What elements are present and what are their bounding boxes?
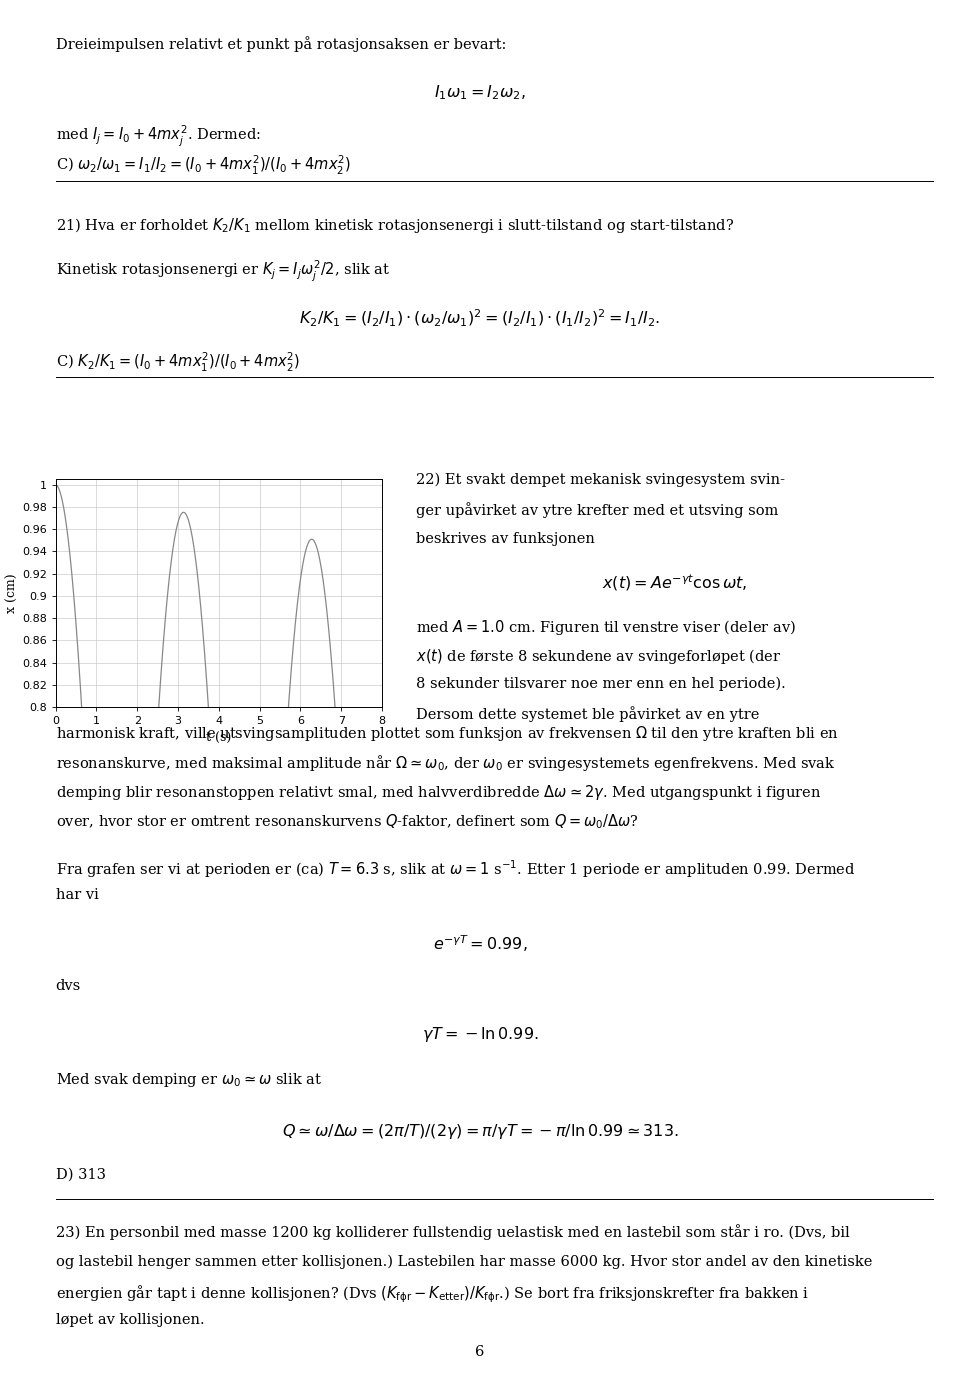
Text: og lastebil henger sammen etter kollisjonen.) Lastebilen har masse 6000 kg. Hvor: og lastebil henger sammen etter kollisjo… — [56, 1254, 872, 1269]
Text: $e^{-\gamma T} = 0.99,$: $e^{-\gamma T} = 0.99,$ — [433, 934, 527, 954]
Text: løpet av kollisjonen.: løpet av kollisjonen. — [56, 1313, 204, 1327]
Text: $K_2/K_1 = (I_2/I_1) \cdot (\omega_2/\omega_1)^2 = (I_2/I_1) \cdot (I_1/I_2)^2 =: $K_2/K_1 = (I_2/I_1) \cdot (\omega_2/\om… — [300, 308, 660, 329]
Text: Dersom dette systemet ble påvirket av en ytre: Dersom dette systemet ble påvirket av en… — [416, 707, 759, 722]
Text: harmonisk kraft, ville utsvingsamplituden plottet som funksjon av frekvensen $\O: harmonisk kraft, ville utsvingsamplitude… — [56, 724, 839, 743]
Text: Fra grafen ser vi at perioden er (ca) $T = 6.3$ s, slik at $\omega = 1$ s$^{-1}$: Fra grafen ser vi at perioden er (ca) $T… — [56, 859, 855, 880]
Text: over, hvor stor er omtrent resonanskurvens $Q$-faktor, definert som $Q = \omega_: over, hvor stor er omtrent resonanskurve… — [56, 812, 638, 831]
Text: ger upåvirket av ytre krefter med et utsving som: ger upåvirket av ytre krefter med et uts… — [416, 501, 778, 518]
X-axis label: t (s): t (s) — [206, 732, 231, 744]
Text: resonanskurve, med maksimal amplitude når $\Omega \simeq \omega_0$, der $\omega_: resonanskurve, med maksimal amplitude nå… — [56, 753, 835, 773]
Text: 22) Et svakt dempet mekanisk svingesystem svin-: 22) Et svakt dempet mekanisk svingesyste… — [416, 472, 784, 486]
Text: 21) Hva er forholdet $K_2/K_1$ mellom kinetisk rotasjonsenergi i slutt-tilstand : 21) Hva er forholdet $K_2/K_1$ mellom ki… — [56, 215, 733, 235]
Text: med $A = 1.0$ cm. Figuren til venstre viser (deler av): med $A = 1.0$ cm. Figuren til venstre vi… — [416, 617, 796, 637]
Text: $x(t) = Ae^{-\gamma t}\cos\omega t,$: $x(t) = Ae^{-\gamma t}\cos\omega t,$ — [602, 572, 747, 592]
Text: Dreieimpulsen relativt et punkt på rotasjonsaksen er bevart:: Dreieimpulsen relativt et punkt på rotas… — [56, 36, 506, 51]
Text: C) $\omega_2/\omega_1 = I_1/I_2 = (I_0 + 4mx_1^2)/(I_0 + 4mx_2^2)$: C) $\omega_2/\omega_1 = I_1/I_2 = (I_0 +… — [56, 153, 350, 177]
Text: $\gamma T = -\ln 0.99.$: $\gamma T = -\ln 0.99.$ — [421, 1025, 539, 1044]
Text: 8 sekunder tilsvarer noe mer enn en hel periode).: 8 sekunder tilsvarer noe mer enn en hel … — [416, 677, 785, 692]
Text: 6: 6 — [475, 1345, 485, 1359]
Text: C) $K_2/K_1 = (I_0 + 4mx_1^2)/(I_0 + 4mx_2^2)$: C) $K_2/K_1 = (I_0 + 4mx_1^2)/(I_0 + 4mx… — [56, 351, 300, 374]
Text: dvs: dvs — [56, 979, 81, 993]
Text: med $I_j = I_0 + 4mx_j^2$. Dermed:: med $I_j = I_0 + 4mx_j^2$. Dermed: — [56, 124, 261, 149]
Text: har vi: har vi — [56, 888, 99, 902]
Y-axis label: x (cm): x (cm) — [6, 573, 19, 613]
Text: demping blir resonanstoppen relativt smal, med halvverdibredde $\Delta\omega \si: demping blir resonanstoppen relativt sma… — [56, 783, 821, 802]
Text: $I_1\omega_1 = I_2\omega_2,$: $I_1\omega_1 = I_2\omega_2,$ — [434, 83, 526, 102]
Text: beskrives av funksjonen: beskrives av funksjonen — [416, 532, 594, 545]
Text: $x(t)$ de første 8 sekundene av svingeforløpet (der: $x(t)$ de første 8 sekundene av svingefo… — [416, 648, 781, 667]
Text: $Q \simeq \omega/\Delta\omega = (2\pi/T)/(2\gamma) = \pi/\gamma T = -\pi/\ln 0.9: $Q \simeq \omega/\Delta\omega = (2\pi/T)… — [281, 1123, 679, 1141]
Text: Kinetisk rotasjonsenergi er $K_j = I_j\omega_j^2/2$, slik at: Kinetisk rotasjonsenergi er $K_j = I_j\o… — [56, 260, 390, 284]
Text: D) 313: D) 313 — [56, 1168, 106, 1182]
Text: energien går tapt i denne kollisjonen? (Dvs $(K_{\mathrm{f\phi r}} - K_{\mathrm{: energien går tapt i denne kollisjonen? (… — [56, 1284, 809, 1305]
Text: 23) En personbil med masse 1200 kg kolliderer fullstendig uelastisk med en laste: 23) En personbil med masse 1200 kg kolli… — [56, 1225, 850, 1240]
Text: Med svak demping er $\omega_0 \simeq \omega$ slik at: Med svak demping er $\omega_0 \simeq \om… — [56, 1072, 322, 1090]
